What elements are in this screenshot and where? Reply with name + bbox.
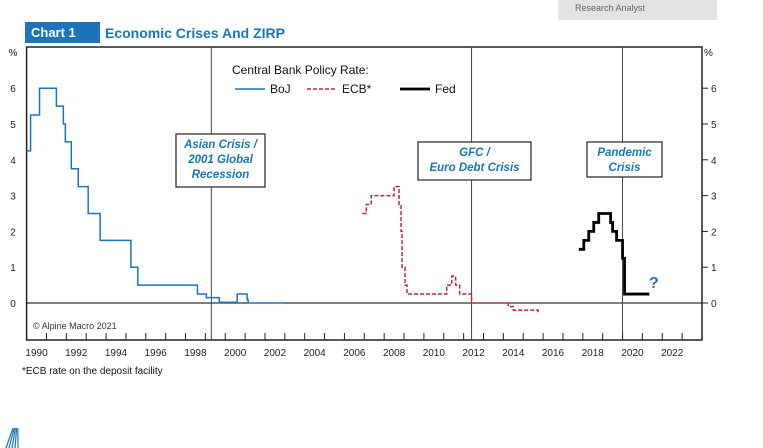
crisis-label: 2001 Global xyxy=(187,154,253,166)
x-tick-label: 1994 xyxy=(105,348,128,359)
x-tick-label: 2014 xyxy=(502,348,525,359)
x-tick-label: 2004 xyxy=(304,348,327,359)
crisis-label: Recession xyxy=(192,169,250,181)
chart-number: Chart 1 xyxy=(25,22,100,43)
y-tick-label-right: 1 xyxy=(711,263,717,274)
y-tick-label-left: 1 xyxy=(10,263,16,274)
y-unit-left: % xyxy=(9,48,18,59)
analyst-badge: Research Analyst xyxy=(558,0,717,20)
crisis-box xyxy=(586,141,663,178)
chart-title: Economic Crises And ZIRP xyxy=(105,25,285,41)
x-tick-label: 1992 xyxy=(65,348,88,359)
question-mark: ? xyxy=(649,275,659,292)
x-tick-label: 2020 xyxy=(621,348,644,359)
footnote: *ECB rate on the deposit facility xyxy=(22,366,163,377)
crisis-box xyxy=(417,141,532,181)
x-tick-label: 2018 xyxy=(582,348,605,359)
crisis-label: Asian Crisis / xyxy=(183,139,259,151)
y-tick-label-left: 3 xyxy=(10,192,16,203)
series-line-boj xyxy=(26,87,283,304)
x-tick-label: 1998 xyxy=(184,348,207,359)
y-tick-label-left: 0 xyxy=(10,299,16,310)
x-tick-label: 2008 xyxy=(383,348,406,359)
x-tick-label: 2010 xyxy=(423,348,446,359)
crisis-box xyxy=(175,133,266,188)
y-tick-label-left: 4 xyxy=(10,156,16,167)
x-tick-label: 2006 xyxy=(343,348,366,359)
x-tick-label: 1990 xyxy=(25,348,48,359)
crisis-label: GFC / xyxy=(459,147,491,159)
x-tick-label: 2016 xyxy=(542,348,565,359)
y-tick-label-right: 4 xyxy=(711,156,717,167)
y-unit-right: % xyxy=(704,48,713,59)
y-tick-label-left: 5 xyxy=(10,120,16,131)
y-tick-label-right: 3 xyxy=(711,192,717,203)
y-tick-label-right: 0 xyxy=(711,299,717,310)
copyright: © Alpine Macro 2021 xyxy=(33,321,117,331)
series-line-fed xyxy=(578,212,650,296)
y-tick-label-right: 2 xyxy=(711,227,717,238)
x-tick-label: 2002 xyxy=(264,348,287,359)
logo-icon xyxy=(5,427,19,448)
y-tick-label-left: 6 xyxy=(10,84,16,95)
series-line-ecb xyxy=(362,185,539,314)
y-tick-label-right: 6 xyxy=(711,84,717,95)
crisis-label: Euro Debt Crisis xyxy=(429,162,519,174)
legend-label: Fed xyxy=(435,82,456,96)
x-tick-label: 2000 xyxy=(224,348,247,359)
legend-label: BoJ xyxy=(270,82,291,96)
y-tick-label-left: 2 xyxy=(10,227,16,238)
legend-title: Central Bank Policy Rate: xyxy=(232,63,369,77)
y-tick-label-right: 5 xyxy=(711,120,717,131)
crisis-label: Crisis xyxy=(609,162,641,174)
crisis-label: Pandemic xyxy=(597,147,652,159)
x-tick-label: 1996 xyxy=(145,348,168,359)
legend-label: ECB* xyxy=(342,82,372,96)
x-tick-label: 2022 xyxy=(661,348,684,359)
x-tick-label: 2012 xyxy=(462,348,485,359)
